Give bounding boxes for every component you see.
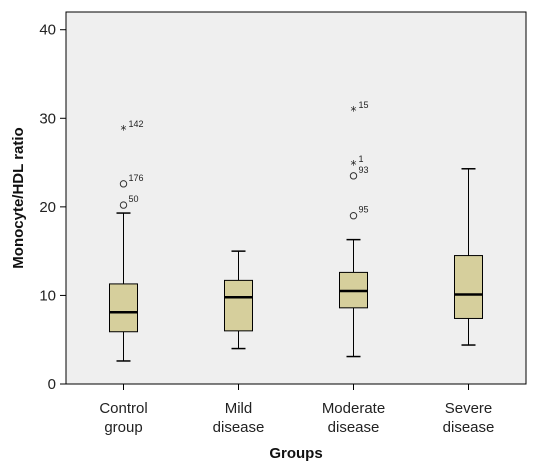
outlier-circle <box>119 201 128 209</box>
outlier-circle <box>349 212 358 220</box>
outlier-label: 15 <box>359 100 369 110</box>
y-tick-label: 0 <box>48 376 56 393</box>
x-tick-label-line1: Control <box>99 400 147 417</box>
y-tick-label: 30 <box>39 110 56 127</box>
box <box>109 283 138 333</box>
box-group: 50 176 * 142 <box>109 119 144 362</box>
outlier-label: 93 <box>359 165 369 175</box>
x-tick-label-line2: disease <box>213 419 265 436</box>
box <box>224 279 253 332</box>
outlier-label: 95 <box>359 205 369 215</box>
x-tick-label-line1: Severe <box>445 400 493 417</box>
box-group <box>454 168 483 346</box>
outlier-label: 176 <box>129 173 144 183</box>
x-tick-label-line1: Mild <box>225 400 253 417</box>
box-group <box>224 250 253 350</box>
x-tick-label-line2: disease <box>328 419 380 436</box>
outlier-label: 50 <box>129 194 139 204</box>
outlier-label: 142 <box>129 119 144 129</box>
plot-area <box>65 11 527 385</box>
y-tick-label: 20 <box>39 199 56 216</box>
outlier-star: * <box>121 123 127 137</box>
x-tick-label-line1: Moderate <box>322 400 385 417</box>
y-axis: 0 10 20 30 40 <box>39 22 66 393</box>
outlier-circle <box>349 172 358 180</box>
x-axis: Control group Mild disease Moderate disease Se… <box>99 384 494 436</box>
outlier-label: 1 <box>359 154 364 164</box>
y-tick-label: 40 <box>39 22 56 39</box>
x-axis-title: Groups <box>269 445 322 461</box>
outlier-star: * <box>351 104 357 118</box>
x-tick-label-line2: group <box>104 419 142 436</box>
y-axis-title: Monocyte/HDL ratio <box>10 127 27 268</box>
outlier-circle <box>119 180 128 188</box>
y-tick-label: 10 <box>39 287 56 304</box>
box <box>454 255 483 319</box>
x-tick-label-line2: disease <box>443 419 495 436</box>
outlier-star: * <box>351 158 357 172</box>
